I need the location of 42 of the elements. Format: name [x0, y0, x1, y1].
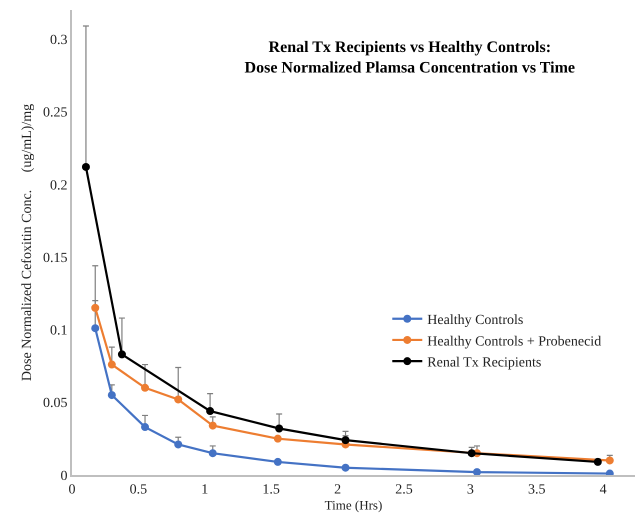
- point: [274, 458, 282, 466]
- point: [108, 360, 116, 369]
- point: [91, 304, 100, 312]
- x-tick-label: 0.5: [130, 482, 148, 498]
- x-tick-label: 1: [201, 482, 208, 498]
- x-tick-label: 2: [334, 482, 342, 498]
- y-tick-label: 0.2: [50, 178, 68, 194]
- point: [118, 350, 126, 358]
- point: [274, 434, 282, 443]
- y-tick-label: 0.15: [42, 250, 68, 266]
- point: [275, 424, 284, 432]
- point: [472, 468, 481, 475]
- point: [206, 407, 214, 416]
- point: [174, 440, 182, 448]
- y-axis-title: Dose Normalized Cefoxitin Conc. (ug/mL)/mg: [20, 104, 36, 382]
- x-axis-title: Time (Hrs): [324, 498, 382, 513]
- y-tick-label: 0.25: [42, 106, 68, 121]
- x-tick-label: 3.5: [528, 482, 546, 498]
- y-tick-label: 0: [60, 468, 68, 484]
- y-tick-label: 0.05: [42, 396, 68, 412]
- point: [141, 423, 150, 432]
- point: [208, 449, 217, 458]
- x-tick-label: 4: [600, 482, 607, 498]
- point: [174, 395, 182, 404]
- point: [91, 324, 100, 332]
- point: [594, 458, 602, 466]
- point: [141, 384, 150, 392]
- legend-label: Healthy Controls + Probenecid: [427, 334, 602, 350]
- point: [108, 391, 116, 400]
- point: [208, 422, 217, 430]
- legend-label: Renal Tx Recipients: [427, 356, 542, 371]
- point: [468, 449, 476, 458]
- legend-label: Healthy Controls: [427, 313, 524, 328]
- x-tick-label: 2.5: [395, 482, 413, 498]
- point: [82, 162, 90, 171]
- text: Renal Tx Recipients vs Healthy Controls: Dose Normalized Plamsa Concentration vs Time: [244, 38, 576, 77]
- y-tick-label: 0.1: [50, 324, 68, 339]
- point: [606, 456, 614, 464]
- point: [342, 464, 350, 472]
- x-tick-label: 3: [466, 482, 474, 498]
- y-tick-label: 0.3: [50, 32, 68, 48]
- x-tick-label: 1.5: [262, 482, 280, 498]
